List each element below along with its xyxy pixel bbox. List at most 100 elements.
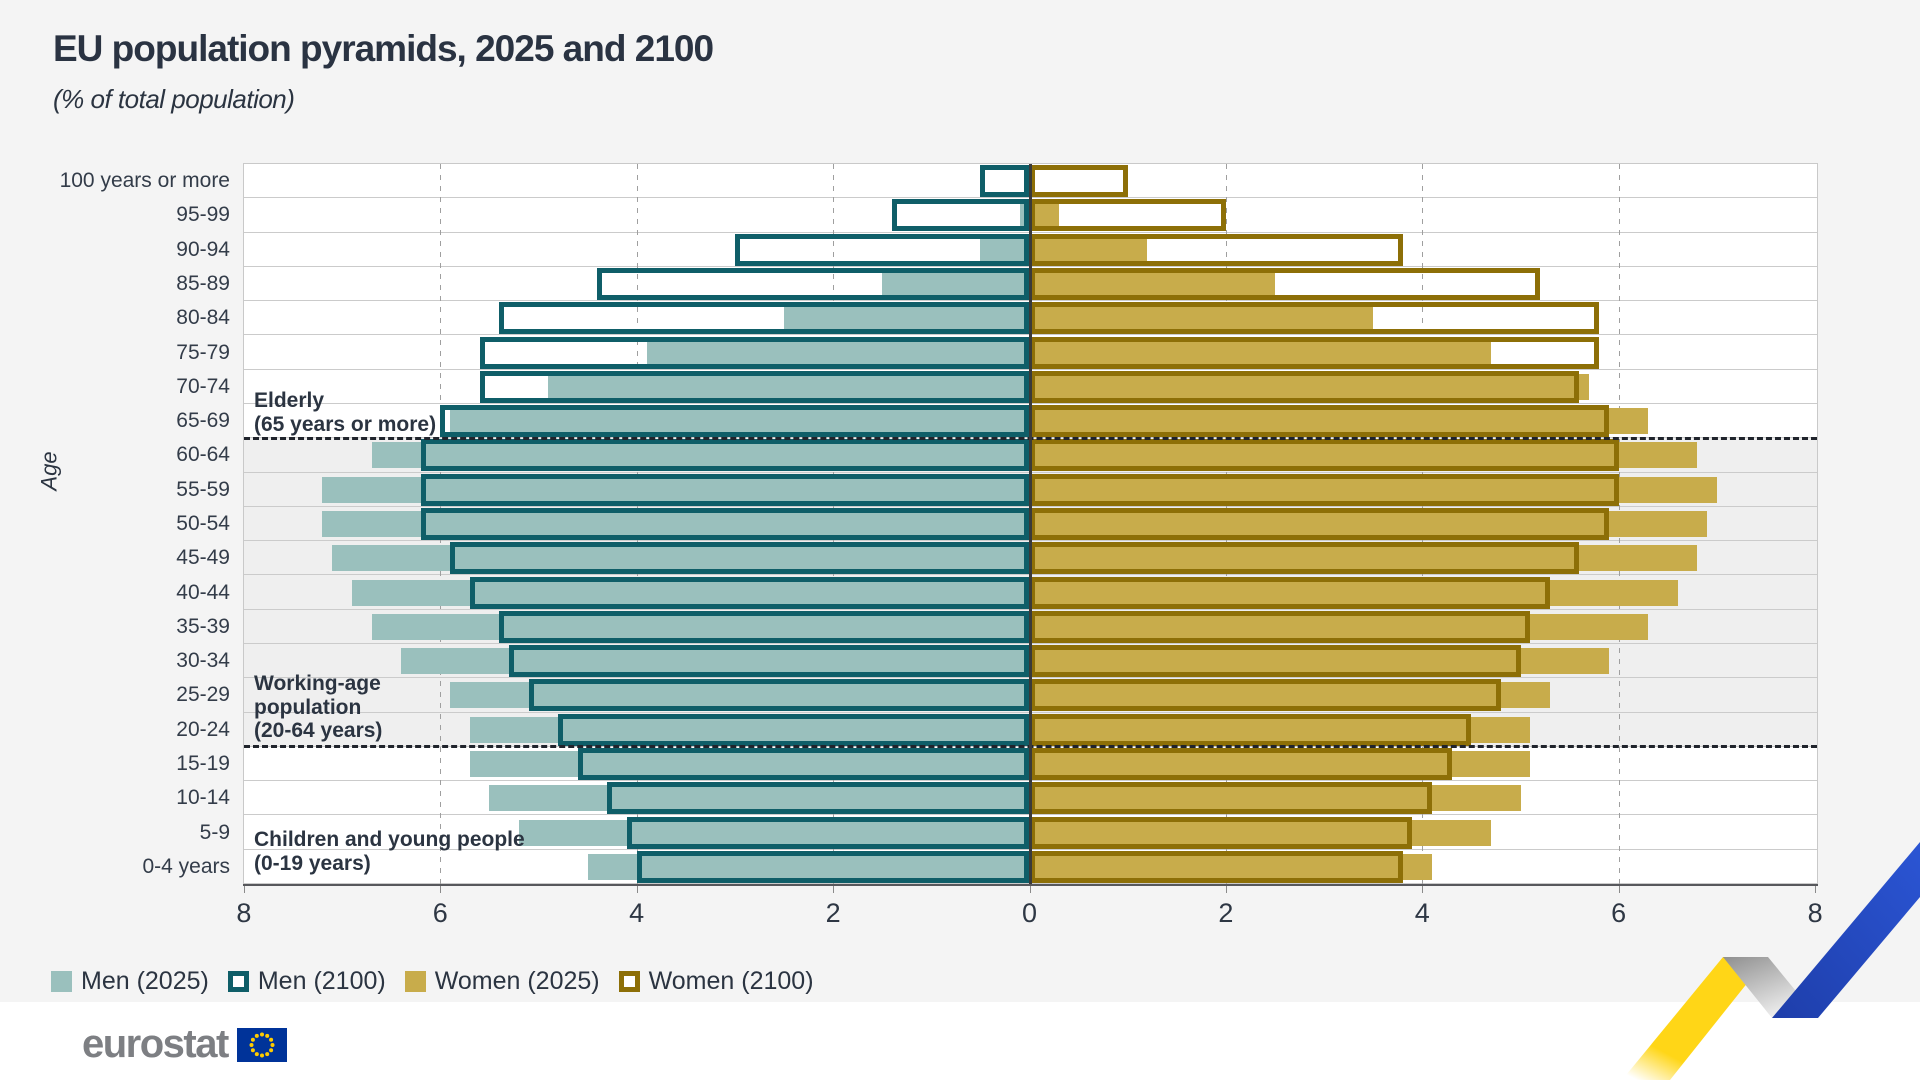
age-label-65-69: 65-69 <box>176 409 230 433</box>
bar-women-2025-10-14 <box>1029 785 1521 812</box>
annotation-elderly: Elderly (65 years or more) <box>254 389 437 436</box>
bar-women-2025-75-79 <box>1029 339 1492 366</box>
legend-item-women-2100: Women (2100) <box>618 967 814 996</box>
bar-women-2100-15-19 <box>1029 748 1452 780</box>
bar-women-2025-90-94 <box>1029 236 1148 263</box>
x-tick-label-5: 2 <box>1218 898 1234 928</box>
age-label-5-9: 5-9 <box>199 820 230 844</box>
legend-label-women-2100: Women (2100) <box>648 967 814 995</box>
bar-women-2025-70-74 <box>1029 373 1590 400</box>
bar-men-2100-80-84 <box>499 302 1030 335</box>
bar-women-2100-85-89 <box>1029 268 1541 300</box>
bar-men-2025-10-14 <box>489 785 1030 812</box>
bar-men-2100-15-19 <box>577 748 1030 780</box>
bar-women-2025-30-34 <box>1029 648 1609 675</box>
x-tick-label-8: 8 <box>1807 898 1823 928</box>
eurostat-logo-text: eurostat <box>82 1022 229 1066</box>
x-tick-label-1: 6 <box>432 898 448 928</box>
bar-women-2025-45-49 <box>1029 545 1698 572</box>
bar-men-2025-15-19 <box>469 751 1030 777</box>
plot-area: Elderly (65 years or more) Working-age p… <box>60 163 1823 928</box>
bar-women-2100-5-9 <box>1029 816 1413 849</box>
age-label-30-34: 30-34 <box>176 649 230 673</box>
age-label-55-59: 55-59 <box>176 477 230 501</box>
zero-axis-line <box>1029 164 1032 884</box>
bar-women-2025-65-69 <box>1029 408 1649 435</box>
bar-women-2025-55-59 <box>1029 476 1717 503</box>
bar-women-2100-50-54 <box>1029 508 1609 540</box>
x-tick-label-0: 8 <box>236 898 252 928</box>
bar-women-2100-45-49 <box>1029 542 1580 575</box>
age-label-10-14: 10-14 <box>176 786 230 810</box>
age-label-15-19: 15-19 <box>176 752 230 775</box>
bar-men-2100-90-94 <box>734 233 1030 266</box>
bar-women-2025-50-54 <box>1029 511 1708 537</box>
bar-women-2100-10-14 <box>1029 782 1433 815</box>
legend-label-men-2025: Men (2025) <box>81 967 209 995</box>
bar-men-2100-45-49 <box>450 542 1030 575</box>
bar-men-2025-85-89 <box>882 271 1030 297</box>
age-label-20-24: 20-24 <box>176 717 230 741</box>
bar-women-2025-60-64 <box>1029 442 1698 469</box>
bar-men-2025-90-94 <box>980 236 1030 263</box>
legend-item-women-2025: Women (2025) <box>404 967 600 996</box>
bar-women-2100-25-29 <box>1029 679 1501 712</box>
bar-men-2025-0-4-years <box>587 853 1030 880</box>
bar-women-2100-20-24 <box>1029 713 1472 746</box>
bar-men-2100-40-44 <box>469 576 1030 609</box>
legend-swatch-men-2025 <box>51 971 72 992</box>
bar-women-2100-35-39 <box>1029 610 1531 643</box>
page-title: EU population pyramids, 2025 and 2100 <box>53 28 714 69</box>
bar-men-2100-60-64 <box>420 439 1030 472</box>
annotation-working-age: Working-age population (20-64 years) <box>254 672 383 742</box>
age-label-0-4-years: 0-4 years <box>142 854 230 878</box>
bar-men-2100-0-4-years <box>636 850 1030 883</box>
ribbon-yellow-band <box>1622 957 1768 1080</box>
x-tick-5 <box>1225 886 1227 893</box>
age-label-50-54: 50-54 <box>176 512 230 535</box>
bar-men-2100-25-29 <box>528 679 1030 712</box>
bar-women-2100-100-years-or-more <box>1029 165 1128 198</box>
bar-men-2100-30-34 <box>509 645 1030 678</box>
bar-men-2025-65-69 <box>450 408 1030 435</box>
bar-men-2100-5-9 <box>626 816 1030 849</box>
bar-men-2100-65-69 <box>440 405 1030 438</box>
bar-men-2025-35-39 <box>371 613 1030 640</box>
age-label-25-29: 25-29 <box>176 683 230 707</box>
x-tick-8 <box>1815 886 1817 893</box>
bar-men-2100-75-79 <box>479 336 1030 369</box>
bar-men-2100-55-59 <box>420 473 1030 506</box>
age-label-85-89: 85-89 <box>176 272 230 295</box>
bar-women-2025-40-44 <box>1029 579 1678 606</box>
bar-women-2100-55-59 <box>1029 473 1619 506</box>
x-tick-1 <box>440 886 442 893</box>
x-tick-6 <box>1422 886 1424 893</box>
age-label-100-years-or-more: 100 years or more <box>59 169 230 193</box>
bar-women-2025-25-29 <box>1029 682 1550 709</box>
legend-item-men-2100: Men (2100) <box>227 967 386 996</box>
x-tick-0 <box>243 886 245 893</box>
x-tick-label-2: 4 <box>629 898 645 928</box>
legend-label-women-2025: Women (2025) <box>434 967 600 995</box>
bar-men-2025-25-29 <box>450 682 1030 709</box>
bar-women-2100-65-69 <box>1029 405 1609 438</box>
bar-men-2100-100-years-or-more <box>980 165 1030 198</box>
bar-women-2025-80-84 <box>1029 305 1374 332</box>
bar-men-2100-10-14 <box>607 782 1030 815</box>
bar-men-2025-75-79 <box>646 339 1030 366</box>
x-tick-3 <box>833 886 835 893</box>
bar-women-2100-70-74 <box>1029 370 1580 403</box>
legend-swatch-men-2100 <box>227 971 249 992</box>
bar-men-2025-50-54 <box>322 511 1030 537</box>
bar-men-2025-30-34 <box>401 648 1030 675</box>
bar-men-2100-70-74 <box>479 370 1030 403</box>
x-tick-label-3: 2 <box>825 898 841 928</box>
age-label-95-99: 95-99 <box>176 203 230 227</box>
bar-women-2100-0-4-years <box>1029 850 1403 883</box>
bar-men-2100-50-54 <box>420 508 1030 540</box>
legend-swatch-women-2100 <box>618 971 640 992</box>
ribbon-graphic <box>1622 842 1920 1080</box>
bar-men-2025-80-84 <box>784 305 1030 332</box>
legend-label-men-2100: Men (2100) <box>257 967 386 995</box>
x-tick-label-4: 0 <box>1021 898 1038 928</box>
